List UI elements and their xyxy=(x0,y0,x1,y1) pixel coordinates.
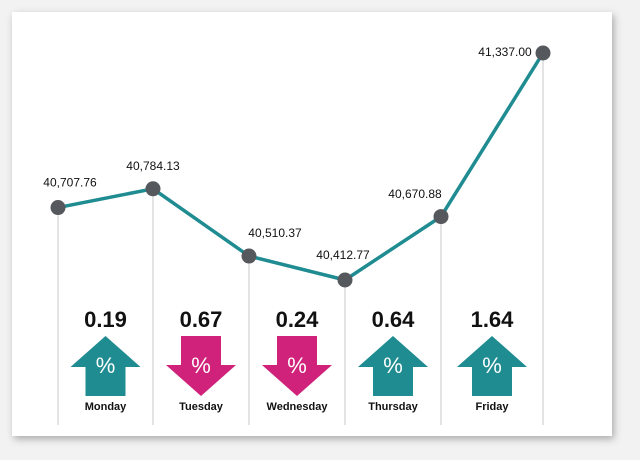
arrow xyxy=(262,336,332,396)
day-label: Friday xyxy=(475,401,509,413)
change-value: 0.64 xyxy=(372,307,416,332)
change-value: 0.67 xyxy=(180,307,223,332)
day-label: Monday xyxy=(85,401,127,413)
point xyxy=(337,272,353,288)
percent-symbol: % xyxy=(96,353,116,378)
arrow xyxy=(166,336,236,396)
percent-symbol: % xyxy=(482,353,502,378)
point xyxy=(50,200,66,216)
value-label: 40,707.76 xyxy=(43,176,97,190)
day-label: Wednesday xyxy=(267,401,329,413)
percent-symbol: % xyxy=(383,353,403,378)
change-value: 0.24 xyxy=(276,307,320,332)
percent-symbol: % xyxy=(287,353,307,378)
day-label: Thursday xyxy=(368,401,418,413)
arrow xyxy=(457,336,527,396)
value-label: 40,670.88 xyxy=(388,187,442,201)
change-value: 0.19 xyxy=(84,307,127,332)
point xyxy=(433,209,449,225)
value-label: 40,784.13 xyxy=(126,159,180,173)
day-label: Tuesday xyxy=(179,401,224,413)
arrow xyxy=(358,336,428,396)
value-label: 40,510.37 xyxy=(248,226,302,240)
line xyxy=(57,52,545,282)
value-label: 40,412.77 xyxy=(316,248,370,262)
point xyxy=(241,248,257,264)
point xyxy=(535,45,551,61)
arrow xyxy=(70,336,141,396)
change-value: 1.64 xyxy=(471,307,515,332)
value-label: 41,337.00 xyxy=(478,45,532,59)
point xyxy=(145,181,161,197)
percent-symbol: % xyxy=(191,353,211,378)
